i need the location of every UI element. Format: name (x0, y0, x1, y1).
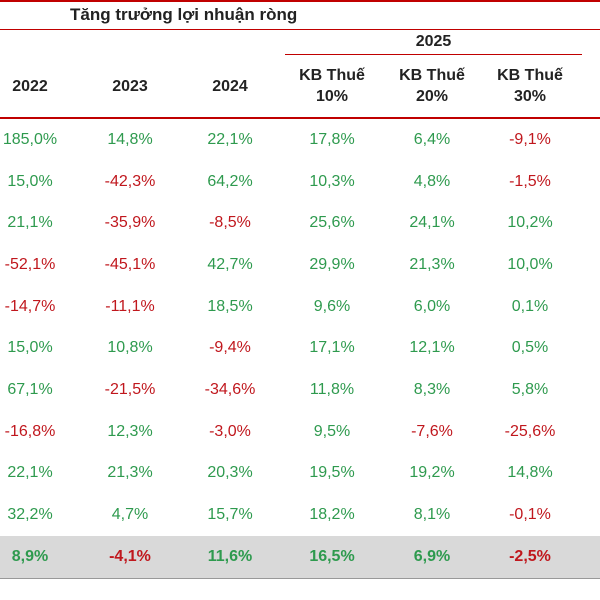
group-label-2025: 2025 (415, 33, 452, 50)
table-cell: -11,1% (105, 297, 155, 315)
table-cell: 6,9% (413, 547, 451, 565)
table-title: Tăng trưởng lợi nhuận ròng (70, 5, 298, 24)
table-cell: 0,1% (511, 297, 549, 315)
table-cell: 20,3% (207, 464, 253, 482)
table-cell: -16,8% (4, 422, 56, 440)
table-cell: -52,1% (4, 255, 56, 273)
table-cell: -2,5% (509, 547, 551, 565)
table-cell: 24,1% (409, 214, 455, 232)
table-cell: 21,3% (409, 255, 455, 273)
table-cell: 17,8% (309, 130, 355, 148)
table-cell: 22,1% (7, 464, 53, 482)
table-cell: 9,5% (313, 422, 351, 440)
table-cell: 10,8% (107, 339, 153, 357)
table-cell: 21,1% (7, 214, 53, 232)
table-cell: 15,7% (207, 506, 253, 524)
table-cell: 6,4% (413, 130, 451, 148)
header-row: 2022 2023 2024 KB Thuế 10% KB Thuế 20% K… (0, 58, 600, 114)
table-cell: 18,2% (309, 506, 355, 524)
table-cell: 6,0% (413, 297, 451, 315)
table-cell: 10,3% (309, 172, 355, 190)
table-cell: 18,5% (207, 297, 253, 315)
table-row: 21,1% -35,9% -8,5% 25,6% 24,1% 10,2% (0, 202, 600, 244)
group-rule (285, 54, 582, 55)
table-cell: 5,8% (511, 380, 549, 398)
table-cell: 4,8% (413, 172, 451, 190)
table-cell: 11,6% (207, 547, 253, 565)
header-rule (0, 117, 600, 119)
table-cell: -4,1% (109, 547, 151, 565)
header-cell: KB Thuế 10% (299, 67, 365, 105)
table-cell: -3,0% (209, 422, 251, 440)
table-cell: 64,2% (207, 172, 253, 190)
header-cell: 2024 (212, 77, 248, 95)
header-cell: KB Thuế 20% (399, 67, 465, 105)
table-row: 185,0% 14,8% 22,1% 17,8% 6,4% -9,1% (0, 119, 600, 161)
table-cell: 10,0% (507, 255, 553, 273)
top-rule (0, 0, 600, 2)
table-cell: -14,7% (4, 297, 56, 315)
table-row: 15,0% -42,3% 64,2% 10,3% 4,8% -1,5% (0, 161, 600, 203)
table-cell: 4,7% (111, 506, 149, 524)
table-cell: -25,6% (504, 422, 556, 440)
table-cell: -34,6% (204, 380, 256, 398)
table-row: 15,0% 10,8% -9,4% 17,1% 12,1% 0,5% (0, 327, 600, 369)
table-cell: 29,9% (309, 255, 355, 273)
table-cell: 67,1% (7, 380, 53, 398)
table-cell: 14,8% (107, 130, 153, 148)
table-cell: 25,6% (309, 214, 355, 232)
header-cell: 2023 (112, 77, 148, 95)
table-cell: -42,3% (104, 172, 156, 190)
table-row: -16,8% 12,3% -3,0% 9,5% -7,6% -25,6% (0, 411, 600, 453)
table-cell: 10,2% (507, 214, 553, 232)
table-cell: 8,1% (413, 506, 451, 524)
table-cell: 11,8% (309, 380, 355, 398)
bottom-rule (0, 578, 600, 579)
table-cell: 185,0% (2, 130, 58, 148)
table-cell: -0,1% (509, 506, 551, 524)
table-cell: 8,9% (11, 547, 49, 565)
table-cell: 16,5% (309, 547, 355, 565)
table-cell: 19,5% (309, 464, 355, 482)
table-row: -14,7% -11,1% 18,5% 9,6% 6,0% 0,1% (0, 286, 600, 328)
table-cell: 0,5% (511, 339, 549, 357)
table-cell: -21,5% (104, 380, 156, 398)
table-cell: 22,1% (207, 130, 253, 148)
table-cell: -9,4% (209, 339, 251, 357)
table-cell: 12,1% (409, 339, 455, 357)
table-cell: 19,2% (409, 464, 455, 482)
table-cell: 15,0% (7, 172, 53, 190)
total-row: 8,9% -4,1% 11,6% 16,5% 6,9% -2,5% (0, 535, 600, 578)
table-cell: -9,1% (509, 130, 551, 148)
header-cell: 2022 (12, 77, 48, 95)
table-cell: 42,7% (207, 255, 253, 273)
table-cell: 9,6% (313, 297, 351, 315)
table-cell: 17,1% (309, 339, 355, 357)
table-cell: -45,1% (104, 255, 156, 273)
table-cell: -35,9% (104, 214, 156, 232)
table-cell: 32,2% (7, 506, 53, 524)
table-body: 185,0% 14,8% 22,1% 17,8% 6,4% -9,1% 15,0% -42,3… (0, 119, 600, 578)
title-rule (0, 29, 600, 30)
table-cell: 14,8% (507, 464, 553, 482)
table-row: -52,1% -45,1% 42,7% 29,9% 21,3% 10,0% (0, 244, 600, 286)
table-cell: -1,5% (509, 172, 551, 190)
table-cell: -7,6% (411, 422, 453, 440)
table-cell: 15,0% (7, 339, 53, 357)
table-row: 32,2% 4,7% 15,7% 18,2% 8,1% -0,1% (0, 494, 600, 536)
table-row: 22,1% 21,3% 20,3% 19,5% 19,2% 14,8% (0, 453, 600, 495)
table-cell: 21,3% (107, 464, 153, 482)
table-cell: 8,3% (413, 380, 451, 398)
table-row: 67,1% -21,5% -34,6% 11,8% 8,3% 5,8% (0, 369, 600, 411)
header-cell: KB Thuế 30% (497, 67, 563, 105)
table-cell: 12,3% (107, 422, 153, 440)
table-cell: -8,5% (209, 214, 251, 232)
